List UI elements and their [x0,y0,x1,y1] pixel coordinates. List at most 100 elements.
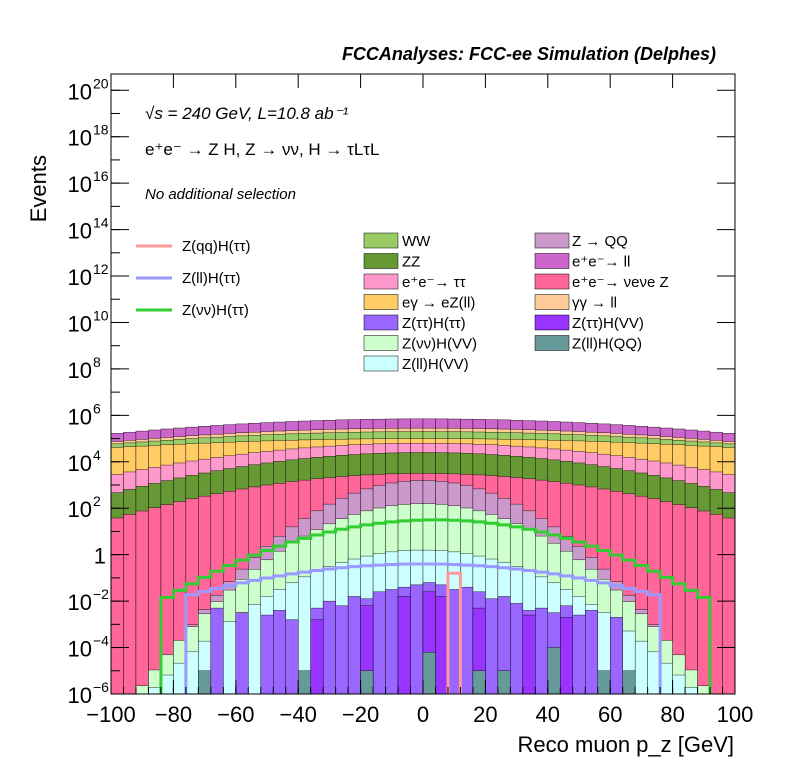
bar [634,640,648,695]
y-tick-label: 10 [68,219,92,244]
bar [709,514,723,695]
y-tick-exponent: 4 [93,447,101,463]
bar [235,612,249,695]
y-tick-exponent: −2 [93,586,109,602]
legend-swatch [534,314,570,331]
bar [410,584,424,695]
y-tick-label: 1 [94,544,106,569]
bar [285,619,299,695]
legend-label: Z(ll)H(QQ) [572,336,642,353]
bar [347,596,361,695]
x-tick-label: 60 [598,702,622,727]
bar [697,510,711,695]
bar [385,589,399,695]
x-tick-label: 100 [717,702,754,727]
bar [447,589,461,695]
legend-label: e⁺e⁻→ ττ [402,274,466,291]
y-tick-exponent: 14 [93,215,109,231]
legend-label: eγ → eZ(ll) [402,295,475,312]
bar [435,596,449,695]
y-tick-exponent: 6 [93,400,101,416]
y-tick-label: 10 [68,311,92,336]
legend-label: e⁺e⁻→ ll [572,254,630,271]
bar [460,586,474,695]
bar [510,603,524,695]
bar [335,605,349,695]
legend: Z(qq)H(ττ) Z(ll)H(ττ) Z(νν)H(ττ) WW ZZ e⁺e⁻→ … [136,232,669,373]
y-tick-label: 10 [68,126,92,151]
y-tick-exponent: −4 [93,633,109,649]
legend-label: ZZ [402,254,420,271]
y-tick-exponent: 16 [93,168,109,184]
series-z-ll-h-qq [198,647,636,695]
y-tick-exponent: 10 [93,307,109,323]
legend-swatch [534,335,570,351]
x-tick-label: 40 [536,702,560,727]
bar [148,687,162,695]
legend-swatch [363,335,399,351]
plot-area [110,73,736,695]
bar [485,598,499,695]
chart-header: FCCAnalyses: FCC-ee Simulation (Delphes) [342,44,716,64]
legend-swatch [534,253,570,269]
y-tick-label: 10 [68,637,92,662]
y-tick-exponent: 8 [93,354,101,370]
y-tick-label: 10 [68,79,92,104]
bar [298,670,311,695]
legend-label: Z → QQ [572,233,628,250]
bar [322,600,336,695]
legend-label: e⁺e⁻→ νeνe Z [572,274,669,291]
bar [472,670,486,695]
bar [560,617,573,695]
x-tick-label: 0 [417,702,429,727]
legend-swatch [363,314,399,331]
legend-label: Z(qq)H(ττ) [182,238,251,255]
legend-swatch [363,232,399,249]
legend-swatch [363,273,399,290]
y-tick-label: 10 [68,683,92,708]
bar [135,685,149,695]
bar [223,621,237,695]
legend-swatch [363,355,399,372]
annotation-process: e⁺e⁻ → Z H, Z → νν, H → τLτL [145,140,379,159]
y-tick-exponent: 12 [93,261,109,277]
bar [585,610,598,695]
bar [160,674,174,695]
annotation-selection: No additional selection [145,186,296,203]
legend-swatch [534,232,570,249]
bar [123,514,137,695]
legend-label: Z(ττ)H(VV) [572,315,644,332]
bar [647,651,661,695]
bar [597,670,611,695]
bar [684,687,698,695]
y-tick-label: 10 [68,172,92,197]
bar [210,607,224,695]
bar [173,662,187,695]
bar [684,507,698,695]
y-tick-label: 10 [68,358,92,383]
y-tick-label: 10 [68,590,92,615]
bar [248,604,261,695]
x-tick-label: −60 [217,702,254,727]
y-tick-exponent: 2 [93,493,101,509]
x-tick-label: 20 [473,702,497,727]
signal-line-z-h [159,518,712,694]
legend-label: γγ → ll [572,295,617,312]
legend-label: Z(ll)H(VV) [402,356,469,373]
x-tick-label: −80 [155,702,192,727]
bar [622,670,636,695]
bar [360,670,374,695]
bar [659,662,673,695]
bar [610,617,623,695]
legend-label: Z(ττ)H(ττ) [402,315,466,332]
bar [273,610,286,695]
y-tick-exponent: −6 [93,679,109,695]
y-tick-exponent: 20 [93,75,109,91]
bar [522,614,536,695]
bar [260,614,274,695]
bar [535,607,549,695]
bar [372,591,386,695]
bar [672,674,686,695]
